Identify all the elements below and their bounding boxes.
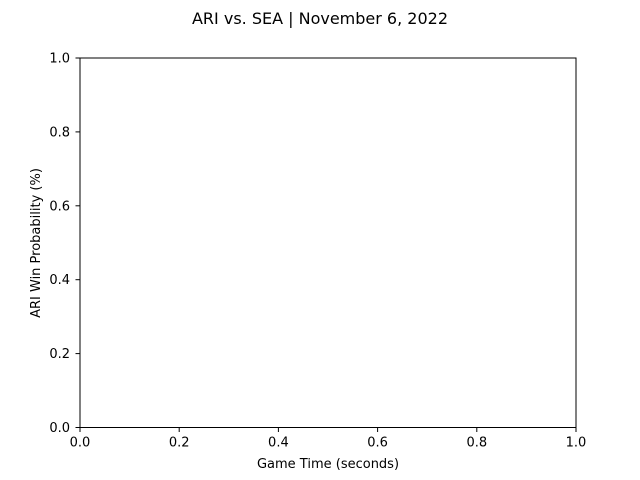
x-tick-label: 0.2 xyxy=(169,436,190,451)
x-tick-label: 1.0 xyxy=(566,436,587,451)
y-tick-label: 0.6 xyxy=(49,199,70,214)
y-tick-label: 0.2 xyxy=(49,347,70,362)
y-tick-label: 0.4 xyxy=(49,273,70,288)
axes-frame xyxy=(79,57,577,428)
x-axis-ticks: 0.0 0.2 0.4 0.6 0.8 1.0 xyxy=(70,427,587,451)
chart-title: ARI vs. SEA | November 6, 2022 xyxy=(192,9,448,28)
x-tick-label: 0.4 xyxy=(268,436,289,451)
y-axis-label: ARI Win Probability (%) xyxy=(29,168,44,318)
x-tick-label: 0.0 xyxy=(70,436,91,451)
y-tick-label: 0.8 xyxy=(49,125,70,140)
x-axis-label: Game Time (seconds) xyxy=(257,457,399,472)
y-tick-label: 0.0 xyxy=(49,421,70,436)
x-tick-label: 0.8 xyxy=(466,436,487,451)
y-tick-label: 1.0 xyxy=(49,52,70,67)
y-axis-ticks: 0.0 0.2 0.4 0.6 0.8 1.0 xyxy=(49,52,80,436)
x-tick-label: 0.6 xyxy=(367,436,388,451)
